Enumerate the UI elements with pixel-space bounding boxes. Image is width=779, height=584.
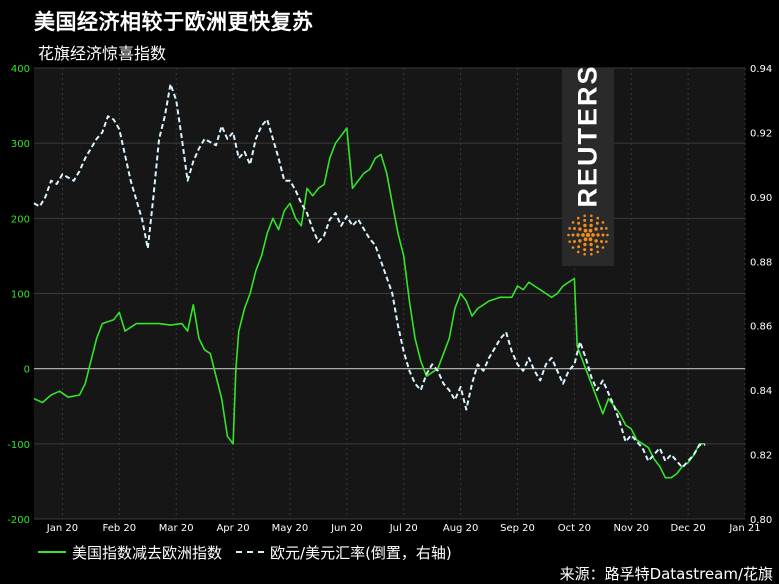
logo-dot xyxy=(578,227,582,231)
logo-dot xyxy=(596,250,600,254)
logo-dot xyxy=(605,227,608,230)
legend-label: 欧元/美元汇率(倒置，右轴) xyxy=(270,543,452,562)
logo-dot xyxy=(595,221,599,225)
logo-dot xyxy=(568,227,571,230)
logo-dot xyxy=(583,223,587,228)
logo-dot xyxy=(583,252,586,256)
logo-dot xyxy=(583,218,587,222)
logo-dot xyxy=(568,240,571,243)
logo-dot xyxy=(571,233,575,237)
logo-dot xyxy=(590,252,593,256)
logo-dot xyxy=(583,228,588,233)
legend-swatch-dashed xyxy=(236,551,265,553)
logo-dot xyxy=(583,214,586,218)
logo-dot xyxy=(590,214,593,218)
y-left-tick-label: 0 xyxy=(24,365,30,376)
x-tick-label: Mar 20 xyxy=(159,523,194,534)
logo-dot xyxy=(567,233,570,237)
y-left-tick-label: -100 xyxy=(7,440,30,451)
x-tick-label: Nov 20 xyxy=(614,523,649,534)
y-right-tick-label: 0.86 xyxy=(750,322,772,333)
x-tick-label: Jun 20 xyxy=(330,523,363,534)
x-tick-label: Jul 20 xyxy=(389,523,418,534)
legend-swatch-solid xyxy=(38,551,66,553)
logo-dot xyxy=(577,221,581,225)
y-left-tick-label: 100 xyxy=(11,290,30,301)
source-note: 来源：路孚特Datastream/花旗 xyxy=(559,565,773,583)
logo-dot xyxy=(572,240,576,244)
x-tick-label: Dec 20 xyxy=(670,523,705,534)
reuters-logo: REUTERS xyxy=(562,64,614,266)
y-left-tick-label: 200 xyxy=(11,214,30,225)
legend-item-us-minus-eu: 美国指数减去欧洲指数 xyxy=(38,542,222,563)
logo-dot xyxy=(589,218,593,222)
logo-dot xyxy=(589,223,593,228)
logo-dot xyxy=(571,246,575,249)
x-tick-label: Aug 20 xyxy=(443,523,478,534)
y-right-tick-label: 0.82 xyxy=(750,451,772,462)
y-left-tick-label: 400 xyxy=(11,64,30,75)
logo-dot xyxy=(600,226,604,230)
logo-dot xyxy=(577,245,581,249)
logo-dot xyxy=(585,232,591,238)
logo-dot xyxy=(583,242,587,247)
y-right-tick-label: 0.92 xyxy=(750,128,772,139)
x-tick-label: Sep 20 xyxy=(500,523,535,534)
y-right-tick-label: 0.94 xyxy=(750,64,772,75)
logo-dot xyxy=(606,233,609,237)
chart-title: 美国经济相较于欧洲更快复苏 xyxy=(34,10,314,34)
logo-dot xyxy=(576,233,580,237)
logo-dot xyxy=(578,239,582,243)
logo-dot xyxy=(600,240,604,244)
x-tick-label: Oct 20 xyxy=(558,523,591,534)
logo-dot xyxy=(583,237,588,242)
logo-dot xyxy=(596,233,600,237)
y-right-tick-label: 0.84 xyxy=(750,386,772,397)
logo-dot xyxy=(588,228,593,233)
logo-dot xyxy=(572,226,576,230)
logo-dot xyxy=(601,246,605,249)
series-line-us-minus-eu xyxy=(33,127,706,479)
y-left-tick-label: -200 xyxy=(7,515,30,526)
logo-dot xyxy=(588,237,593,242)
legend-item-eurusd: 欧元/美元汇率(倒置，右轴) xyxy=(236,542,452,563)
y-right-tick-label: 0.88 xyxy=(750,257,772,268)
logo-dot xyxy=(576,250,580,254)
logo-dot xyxy=(591,233,595,237)
logo-dot xyxy=(596,216,600,220)
logo-dot xyxy=(571,221,575,224)
x-tick-label: Jan 21 xyxy=(728,523,760,534)
chart-subtitle: 花旗经济惊喜指数 xyxy=(38,44,167,63)
y-right-tick-label: 0.90 xyxy=(750,193,772,204)
logo-dot xyxy=(605,240,608,243)
logo-dot xyxy=(595,245,599,249)
x-tick-label: Apr 20 xyxy=(216,523,249,534)
logo-dot xyxy=(601,221,605,224)
logo-dot xyxy=(589,248,593,252)
x-tick-label: May 20 xyxy=(272,523,309,534)
logo-dot xyxy=(576,216,580,220)
reuters-dot-icon xyxy=(567,214,609,256)
logo-dot xyxy=(581,233,585,237)
logo-dot xyxy=(594,227,598,231)
x-tick-label: Jan 20 xyxy=(46,523,78,534)
y-left-tick-label: 300 xyxy=(11,139,30,150)
logo-dot xyxy=(594,239,598,243)
y-right-tick-label: 0.80 xyxy=(750,515,772,526)
legend-label: 美国指数减去欧洲指数 xyxy=(72,543,223,562)
x-tick-label: Feb 20 xyxy=(103,523,137,534)
logo-dot xyxy=(589,242,593,247)
reuters-logo-text: REUTERS xyxy=(572,64,603,208)
logo-dot xyxy=(583,248,587,252)
legend: 美国指数减去欧洲指数 欧元/美元汇率(倒置，右轴) xyxy=(38,542,466,562)
logo-dot xyxy=(601,233,605,237)
